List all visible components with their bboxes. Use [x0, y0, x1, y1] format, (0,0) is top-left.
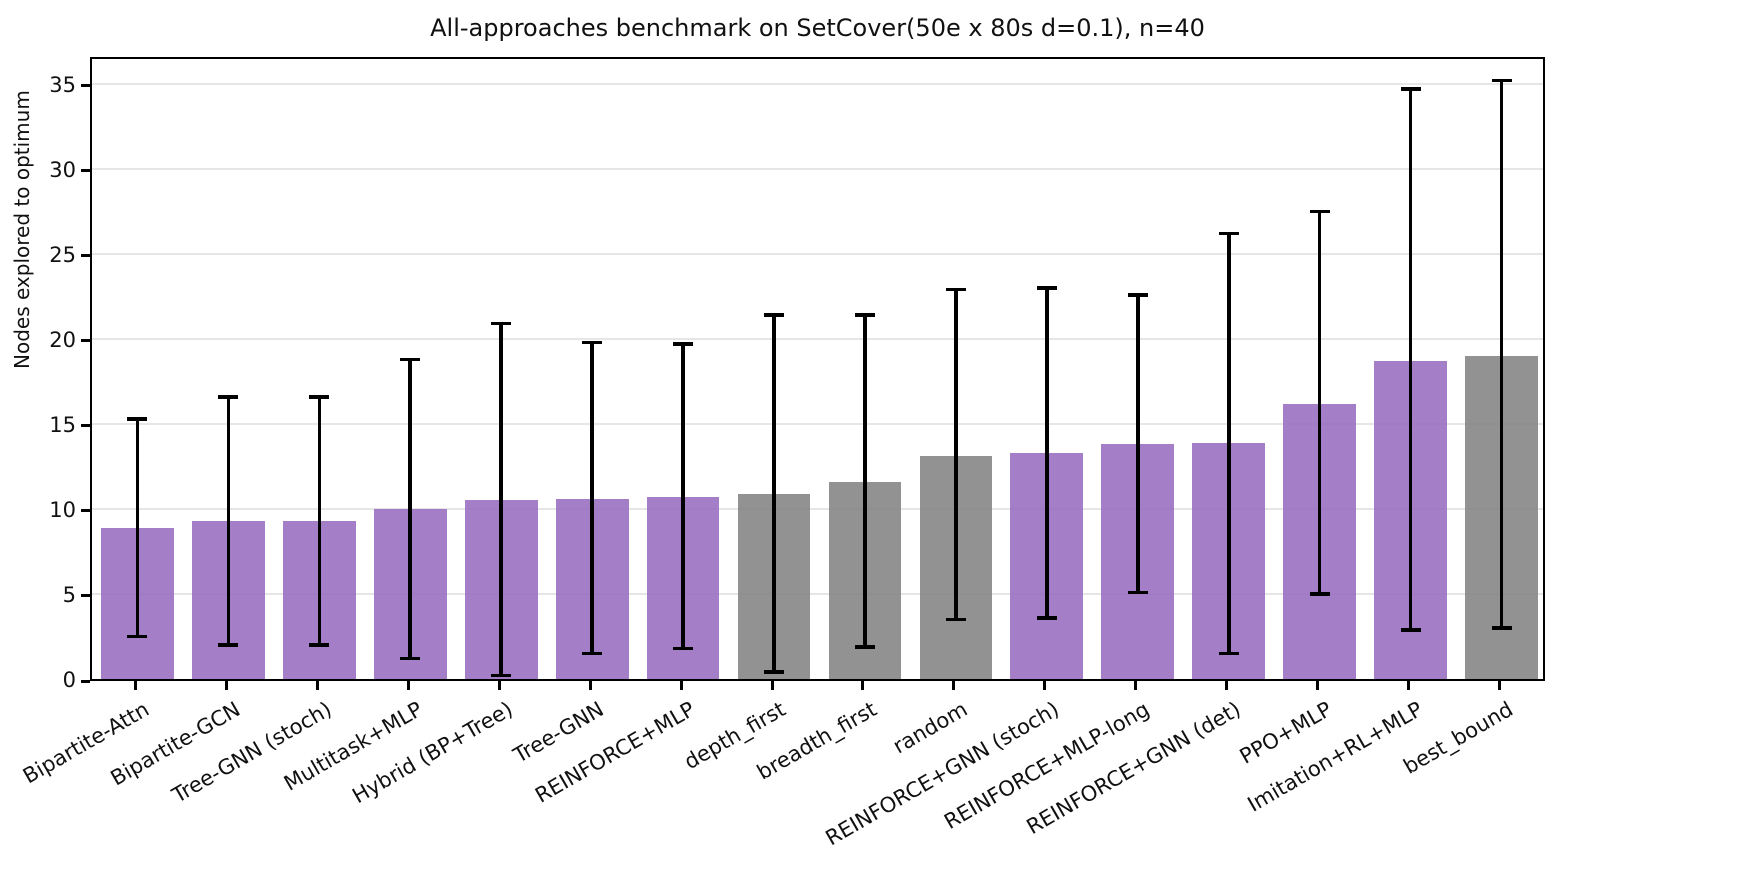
y-tick-label-15: 15 — [49, 412, 76, 437]
x-tick-mark-REINFORCE+MLP-long — [1134, 681, 1138, 690]
x-tick-mark-best_bound — [1498, 681, 1502, 690]
error-cap-high-Imitation+RL+MLP — [1400, 87, 1421, 91]
error-cap-high-REINFORCE+GNN (det) — [1218, 231, 1239, 236]
gridline-y20 — [92, 337, 1543, 340]
error-bar-breadth_first — [863, 315, 867, 647]
error-cap-low-Bipartite-Attn — [127, 634, 148, 639]
error-bar-Hybrid (BP+Tree) — [499, 323, 503, 676]
chart-title: All-approaches benchmark on SetCover(50e… — [430, 14, 1205, 42]
error-cap-high-Bipartite-Attn — [127, 417, 148, 421]
x-tick-mark-Multitask+MLP — [406, 681, 410, 690]
gridline-y5 — [92, 593, 1543, 595]
x-tick-mark-PPO+MLP — [1316, 681, 1320, 690]
y-tick-mark-25 — [81, 254, 90, 258]
error-cap-high-depth_first — [764, 313, 785, 317]
x-tick-mark-Bipartite-Attn — [133, 681, 137, 690]
error-bar-REINFORCE+GNN (det) — [1226, 233, 1231, 654]
x-tick-mark-Tree-GNN — [588, 681, 592, 690]
error-cap-low-PPO+MLP — [1309, 592, 1330, 596]
error-cap-high-breadth_first — [854, 313, 875, 317]
gridline-y10 — [92, 507, 1543, 510]
x-tick-mark-Hybrid (BP+Tree) — [497, 681, 501, 690]
error-cap-low-best_bound — [1491, 626, 1512, 630]
error-bar-best_bound — [1499, 80, 1504, 628]
error-cap-low-Hybrid (BP+Tree) — [491, 673, 512, 678]
error-cap-high-best_bound — [1491, 78, 1512, 83]
gridline-y15 — [92, 422, 1543, 425]
error-cap-high-REINFORCE+MLP-long — [1127, 292, 1148, 297]
y-tick-mark-5 — [81, 594, 90, 598]
x-tick-mark-REINFORCE+GNN (stoch) — [1043, 681, 1047, 690]
x-tick-mark-depth_first — [770, 681, 774, 690]
error-bar-REINFORCE+GNN (stoch) — [1045, 287, 1049, 618]
gridline-y25 — [92, 252, 1543, 255]
y-tick-mark-0 — [81, 679, 90, 683]
error-cap-low-breadth_first — [854, 644, 875, 649]
error-bar-Multitask+MLP — [408, 359, 413, 659]
y-tick-label-5: 5 — [62, 582, 76, 607]
error-cap-high-Bipartite-GCN — [218, 394, 239, 399]
y-tick-label-0: 0 — [62, 668, 76, 692]
y-tick-label-10: 10 — [49, 497, 76, 522]
error-bar-Tree-GNN (stoch) — [317, 396, 322, 645]
x-tick-label-Tree-GNN (stoch): Tree-GNN (stoch) — [167, 697, 336, 808]
y-tick-label-35: 35 — [49, 72, 76, 97]
error-cap-low-Imitation+RL+MLP — [1400, 627, 1421, 632]
error-cap-low-Tree-GNN — [582, 651, 603, 656]
error-bar-random — [954, 289, 958, 620]
x-tick-mark-random — [952, 681, 956, 690]
error-cap-low-REINFORCE+GNN (stoch) — [1036, 616, 1057, 620]
x-tick-mark-breadth_first — [861, 681, 865, 690]
error-bar-Imitation+RL+MLP — [1408, 89, 1413, 630]
error-cap-high-Hybrid (BP+Tree) — [491, 321, 512, 326]
error-cap-high-random — [945, 287, 966, 292]
y-tick-label-20: 20 — [49, 327, 76, 352]
error-cap-low-Bipartite-GCN — [218, 643, 239, 647]
x-tick-mark-Bipartite-GCN — [224, 681, 228, 690]
error-cap-high-Tree-GNN — [582, 340, 603, 345]
y-tick-mark-35 — [81, 84, 90, 88]
error-bar-depth_first — [772, 315, 776, 673]
error-bar-REINFORCE+MLP-long — [1135, 294, 1140, 593]
error-bar-Bipartite-GCN — [226, 396, 231, 645]
error-cap-high-Multitask+MLP — [400, 357, 421, 362]
y-tick-label-25: 25 — [49, 242, 76, 267]
error-bar-Tree-GNN — [590, 342, 594, 654]
error-cap-high-REINFORCE+MLP — [673, 342, 694, 346]
y-tick-mark-15 — [81, 424, 90, 428]
gridline-y35 — [92, 82, 1543, 85]
x-tick-label-REINFORCE+MLP: REINFORCE+MLP — [531, 697, 700, 808]
x-tick-label-Hybrid (BP+Tree): Hybrid (BP+Tree) — [348, 697, 518, 809]
error-cap-low-REINFORCE+MLP-long — [1127, 590, 1148, 595]
error-cap-low-Tree-GNN (stoch) — [309, 643, 330, 647]
gridline-y30 — [92, 167, 1543, 170]
error-cap-high-Tree-GNN (stoch) — [309, 394, 330, 399]
x-tick-mark-Tree-GNN (stoch) — [315, 681, 319, 690]
error-cap-high-REINFORCE+GNN (stoch) — [1036, 286, 1057, 290]
error-cap-high-PPO+MLP — [1309, 209, 1330, 214]
error-bar-Bipartite-Attn — [135, 418, 140, 637]
error-cap-low-depth_first — [764, 670, 785, 674]
y-tick-label-30: 30 — [49, 157, 76, 182]
error-cap-low-REINFORCE+GNN (det) — [1218, 651, 1239, 656]
plot-area — [90, 57, 1545, 681]
y-tick-mark-10 — [81, 509, 90, 513]
error-cap-low-REINFORCE+MLP — [673, 646, 694, 651]
error-bar-PPO+MLP — [1317, 211, 1322, 594]
error-cap-low-random — [945, 617, 966, 622]
y-tick-mark-30 — [81, 169, 90, 173]
x-tick-mark-Imitation+RL+MLP — [1407, 681, 1411, 690]
y-tick-mark-20 — [81, 339, 90, 343]
error-cap-low-Multitask+MLP — [400, 656, 421, 661]
x-tick-mark-REINFORCE+GNN (det) — [1225, 681, 1229, 690]
x-tick-mark-REINFORCE+MLP — [679, 681, 683, 690]
error-bar-REINFORCE+MLP — [681, 344, 685, 649]
